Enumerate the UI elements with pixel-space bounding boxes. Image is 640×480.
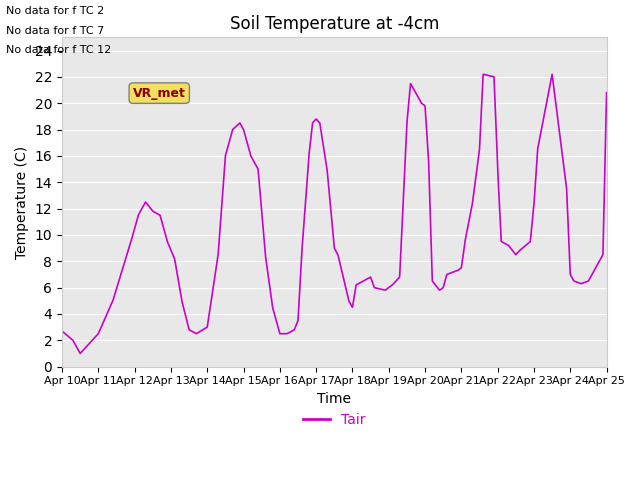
- X-axis label: Time: Time: [317, 392, 351, 406]
- Y-axis label: Temperature (C): Temperature (C): [15, 145, 29, 259]
- Text: No data for f TC 7: No data for f TC 7: [6, 25, 105, 36]
- Text: No data for f TC 12: No data for f TC 12: [6, 45, 111, 55]
- Legend: Tair: Tair: [297, 407, 372, 432]
- Text: No data for f TC 2: No data for f TC 2: [6, 6, 105, 16]
- Text: VR_met: VR_met: [133, 86, 186, 100]
- Title: Soil Temperature at -4cm: Soil Temperature at -4cm: [230, 15, 439, 33]
